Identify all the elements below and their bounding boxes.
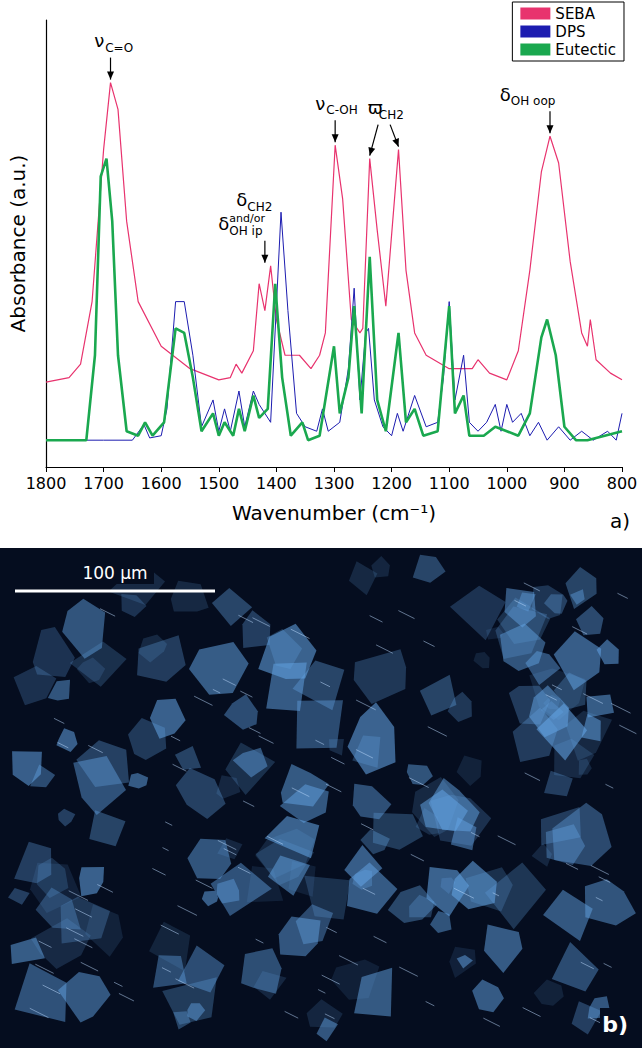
svg-text:δ: δ [218,213,229,234]
svg-text:C-OH: C-OH [326,103,358,117]
svg-text:OH oop: OH oop [511,94,556,108]
svg-text:1700: 1700 [83,474,124,493]
svg-text:a): a) [610,509,630,533]
svg-text:1100: 1100 [429,474,470,493]
svg-text:and/or: and/or [229,211,265,225]
svg-text:b): b) [602,1012,628,1037]
svg-text:1400: 1400 [256,474,297,493]
svg-text:OH ip: OH ip [229,224,262,238]
svg-text:DPS: DPS [555,23,585,41]
svg-text:CH2: CH2 [247,199,273,214]
svg-text:ν: ν [94,30,104,51]
svg-text:1000: 1000 [486,474,527,493]
svg-text:ϖ: ϖ [367,97,383,119]
svg-text:δ: δ [236,189,247,210]
svg-text:800: 800 [607,474,638,493]
svg-text:CH2: CH2 [379,108,404,122]
svg-text:1800: 1800 [26,474,67,493]
svg-text:ν: ν [315,93,325,114]
svg-text:1600: 1600 [141,474,182,493]
svg-text:1500: 1500 [198,474,239,493]
svg-text:Eutectic: Eutectic [555,41,616,59]
svg-text:100 µm: 100 µm [82,563,147,583]
svg-text:SEBA: SEBA [555,5,595,23]
svg-text:C=O: C=O [105,41,133,55]
svg-text:1200: 1200 [371,474,412,493]
svg-text:Absorbance (a.u.): Absorbance (a.u.) [6,155,30,333]
svg-text:900: 900 [549,474,580,493]
svg-text:1300: 1300 [314,474,355,493]
svg-text:Wavenumber (cm⁻¹): Wavenumber (cm⁻¹) [232,501,436,525]
svg-text:δ: δ [500,84,511,105]
